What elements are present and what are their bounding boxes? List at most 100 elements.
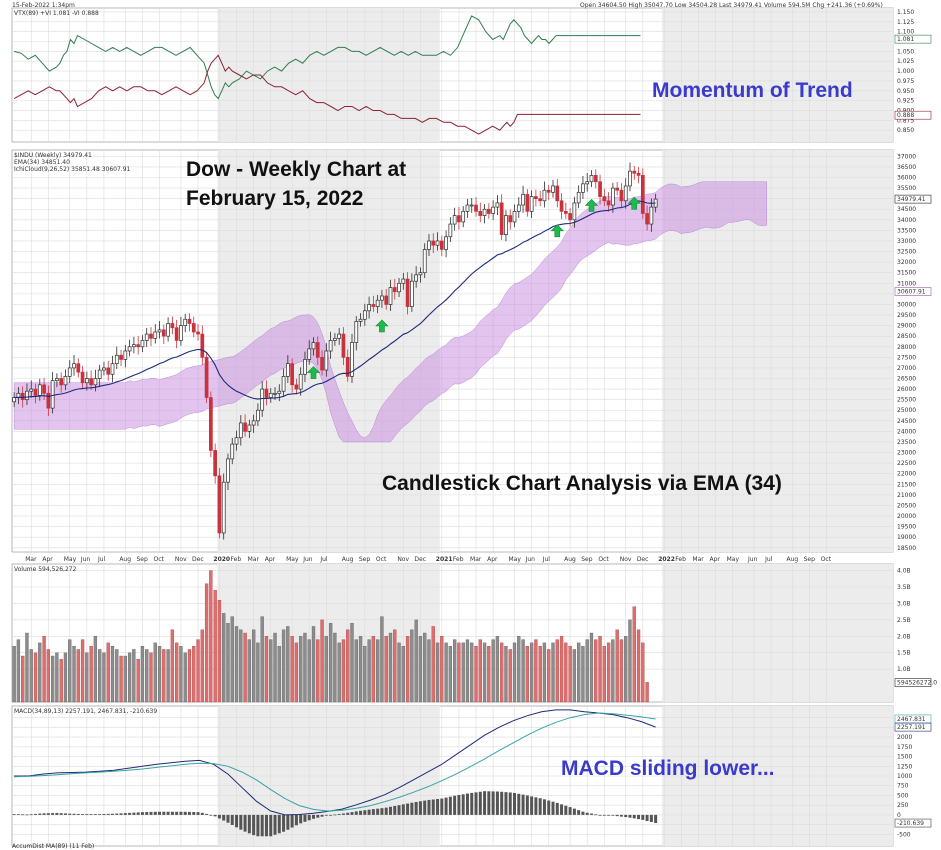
candle-body: [405, 278, 410, 307]
volume-bar: [273, 632, 277, 703]
shaded-time-bands: [217, 8, 894, 846]
macd-histogram-bar: [619, 814, 623, 817]
macd-histogram-bar: [645, 814, 649, 821]
macd-histogram-bar: [217, 814, 221, 819]
macd-histogram-bar: [478, 791, 482, 815]
candle-body: [260, 388, 265, 411]
macd-histogram-bar: [196, 812, 200, 815]
x-tick-label: Apr: [42, 556, 53, 563]
volume-bar: [500, 642, 504, 703]
volume-bar: [98, 649, 102, 703]
macd-histogram-bar: [393, 805, 397, 815]
accumdist-header: AccumDist MA(89) (11 Feb): [12, 843, 94, 850]
macd-histogram-bar: [324, 814, 328, 816]
macd-histogram-bar: [299, 814, 303, 824]
candle-body: [324, 350, 329, 371]
y-tick-label: 2000: [897, 734, 912, 741]
macd-histogram-bar: [427, 799, 431, 815]
candle-body: [179, 325, 183, 341]
candle-body: [50, 380, 55, 409]
volume-bar: [461, 642, 465, 703]
y-tick-label: 3.5B: [897, 584, 911, 591]
last-value-label: 2257.191: [897, 724, 926, 731]
y-tick-label: 19500: [897, 524, 916, 531]
macd-histogram-bar: [329, 814, 333, 816]
y-tick-label: 26000: [897, 386, 916, 393]
macd-histogram-bar: [132, 812, 136, 815]
macd-histogram-bar: [282, 814, 286, 832]
y-tick-label: 34500: [897, 206, 916, 213]
volume-bar: [132, 649, 136, 703]
volume-bar: [641, 642, 645, 703]
volume-bar: [162, 649, 166, 703]
macd-histogram-bar: [628, 814, 632, 818]
volume-bar: [435, 642, 440, 703]
volume-bar: [615, 629, 619, 703]
volume-bar: [157, 645, 162, 703]
volume-bar: [46, 649, 50, 703]
volume-bar: [448, 645, 453, 703]
volume-bar: [209, 570, 213, 703]
candle-body: [144, 333, 149, 341]
volume-bar: [564, 642, 568, 703]
support-arrow-icon: [627, 196, 641, 210]
macd-histogram-bar: [192, 812, 196, 815]
volume-bar: [50, 655, 55, 703]
volume-bar: [606, 642, 611, 703]
volume-bar: [55, 652, 59, 703]
volume-bar: [444, 642, 448, 703]
volume-bar: [423, 632, 427, 703]
macd-histogram-bar: [513, 792, 517, 815]
volume-bar: [200, 629, 204, 703]
macd-histogram-bar: [277, 814, 281, 834]
volume-bar: [59, 659, 63, 703]
candle-body: [444, 236, 448, 250]
candle-body: [452, 215, 457, 225]
volume-bar: [602, 645, 606, 703]
candle-body: [542, 189, 547, 202]
candle-body: [457, 215, 461, 223]
y-tick-label: 1250: [897, 763, 912, 770]
volume-panel: Volume 594,526,272: [12, 566, 649, 703]
candle-body: [226, 458, 230, 483]
y-tick-label: 1500: [897, 754, 912, 761]
x-tick-label: Sep: [136, 556, 148, 563]
macd-histogram-bar: [29, 814, 33, 816]
macd-histogram-bar: [59, 813, 63, 815]
volume-bar: [350, 622, 354, 703]
candle-body: [482, 208, 487, 216]
last-value-label: 0.888: [897, 112, 914, 119]
volume-bar: [25, 632, 29, 703]
candle-body: [119, 354, 123, 360]
volume-bar: [106, 642, 110, 703]
y-tick-label: 31000: [897, 280, 916, 287]
candle-body: [127, 346, 132, 352]
y-tick-label: 1750: [897, 744, 912, 751]
candle-body: [230, 443, 235, 460]
volume-bar: [547, 649, 551, 703]
x-tick-label: 2022: [658, 556, 675, 563]
candle-body: [221, 481, 226, 534]
volume-bar: [594, 639, 598, 703]
macd-histogram-bar: [598, 814, 602, 816]
candle-body: [401, 278, 406, 284]
candle-body: [563, 211, 568, 214]
candle-body: [97, 369, 102, 379]
volume-bar: [512, 642, 517, 703]
macd-histogram-bar: [397, 805, 401, 815]
macd-histogram-bar: [153, 811, 157, 815]
candle-body: [303, 359, 307, 375]
x-tick-label: Dec: [414, 556, 426, 563]
x-tick-label: Sep: [359, 556, 371, 563]
volume-bar: [234, 626, 239, 703]
x-tick-label: Aug: [564, 556, 576, 563]
time-band: [217, 8, 440, 142]
macd-histogram-bar: [521, 794, 525, 815]
candle-body: [649, 206, 654, 225]
last-value-box: [894, 722, 932, 732]
macd-histogram-bar: [465, 793, 469, 815]
x-tick-label: Mar: [248, 556, 260, 563]
macd-histogram-bar: [337, 814, 341, 815]
vtx-plus-line: [13, 15, 641, 100]
macd-histogram-bar: [162, 811, 166, 815]
